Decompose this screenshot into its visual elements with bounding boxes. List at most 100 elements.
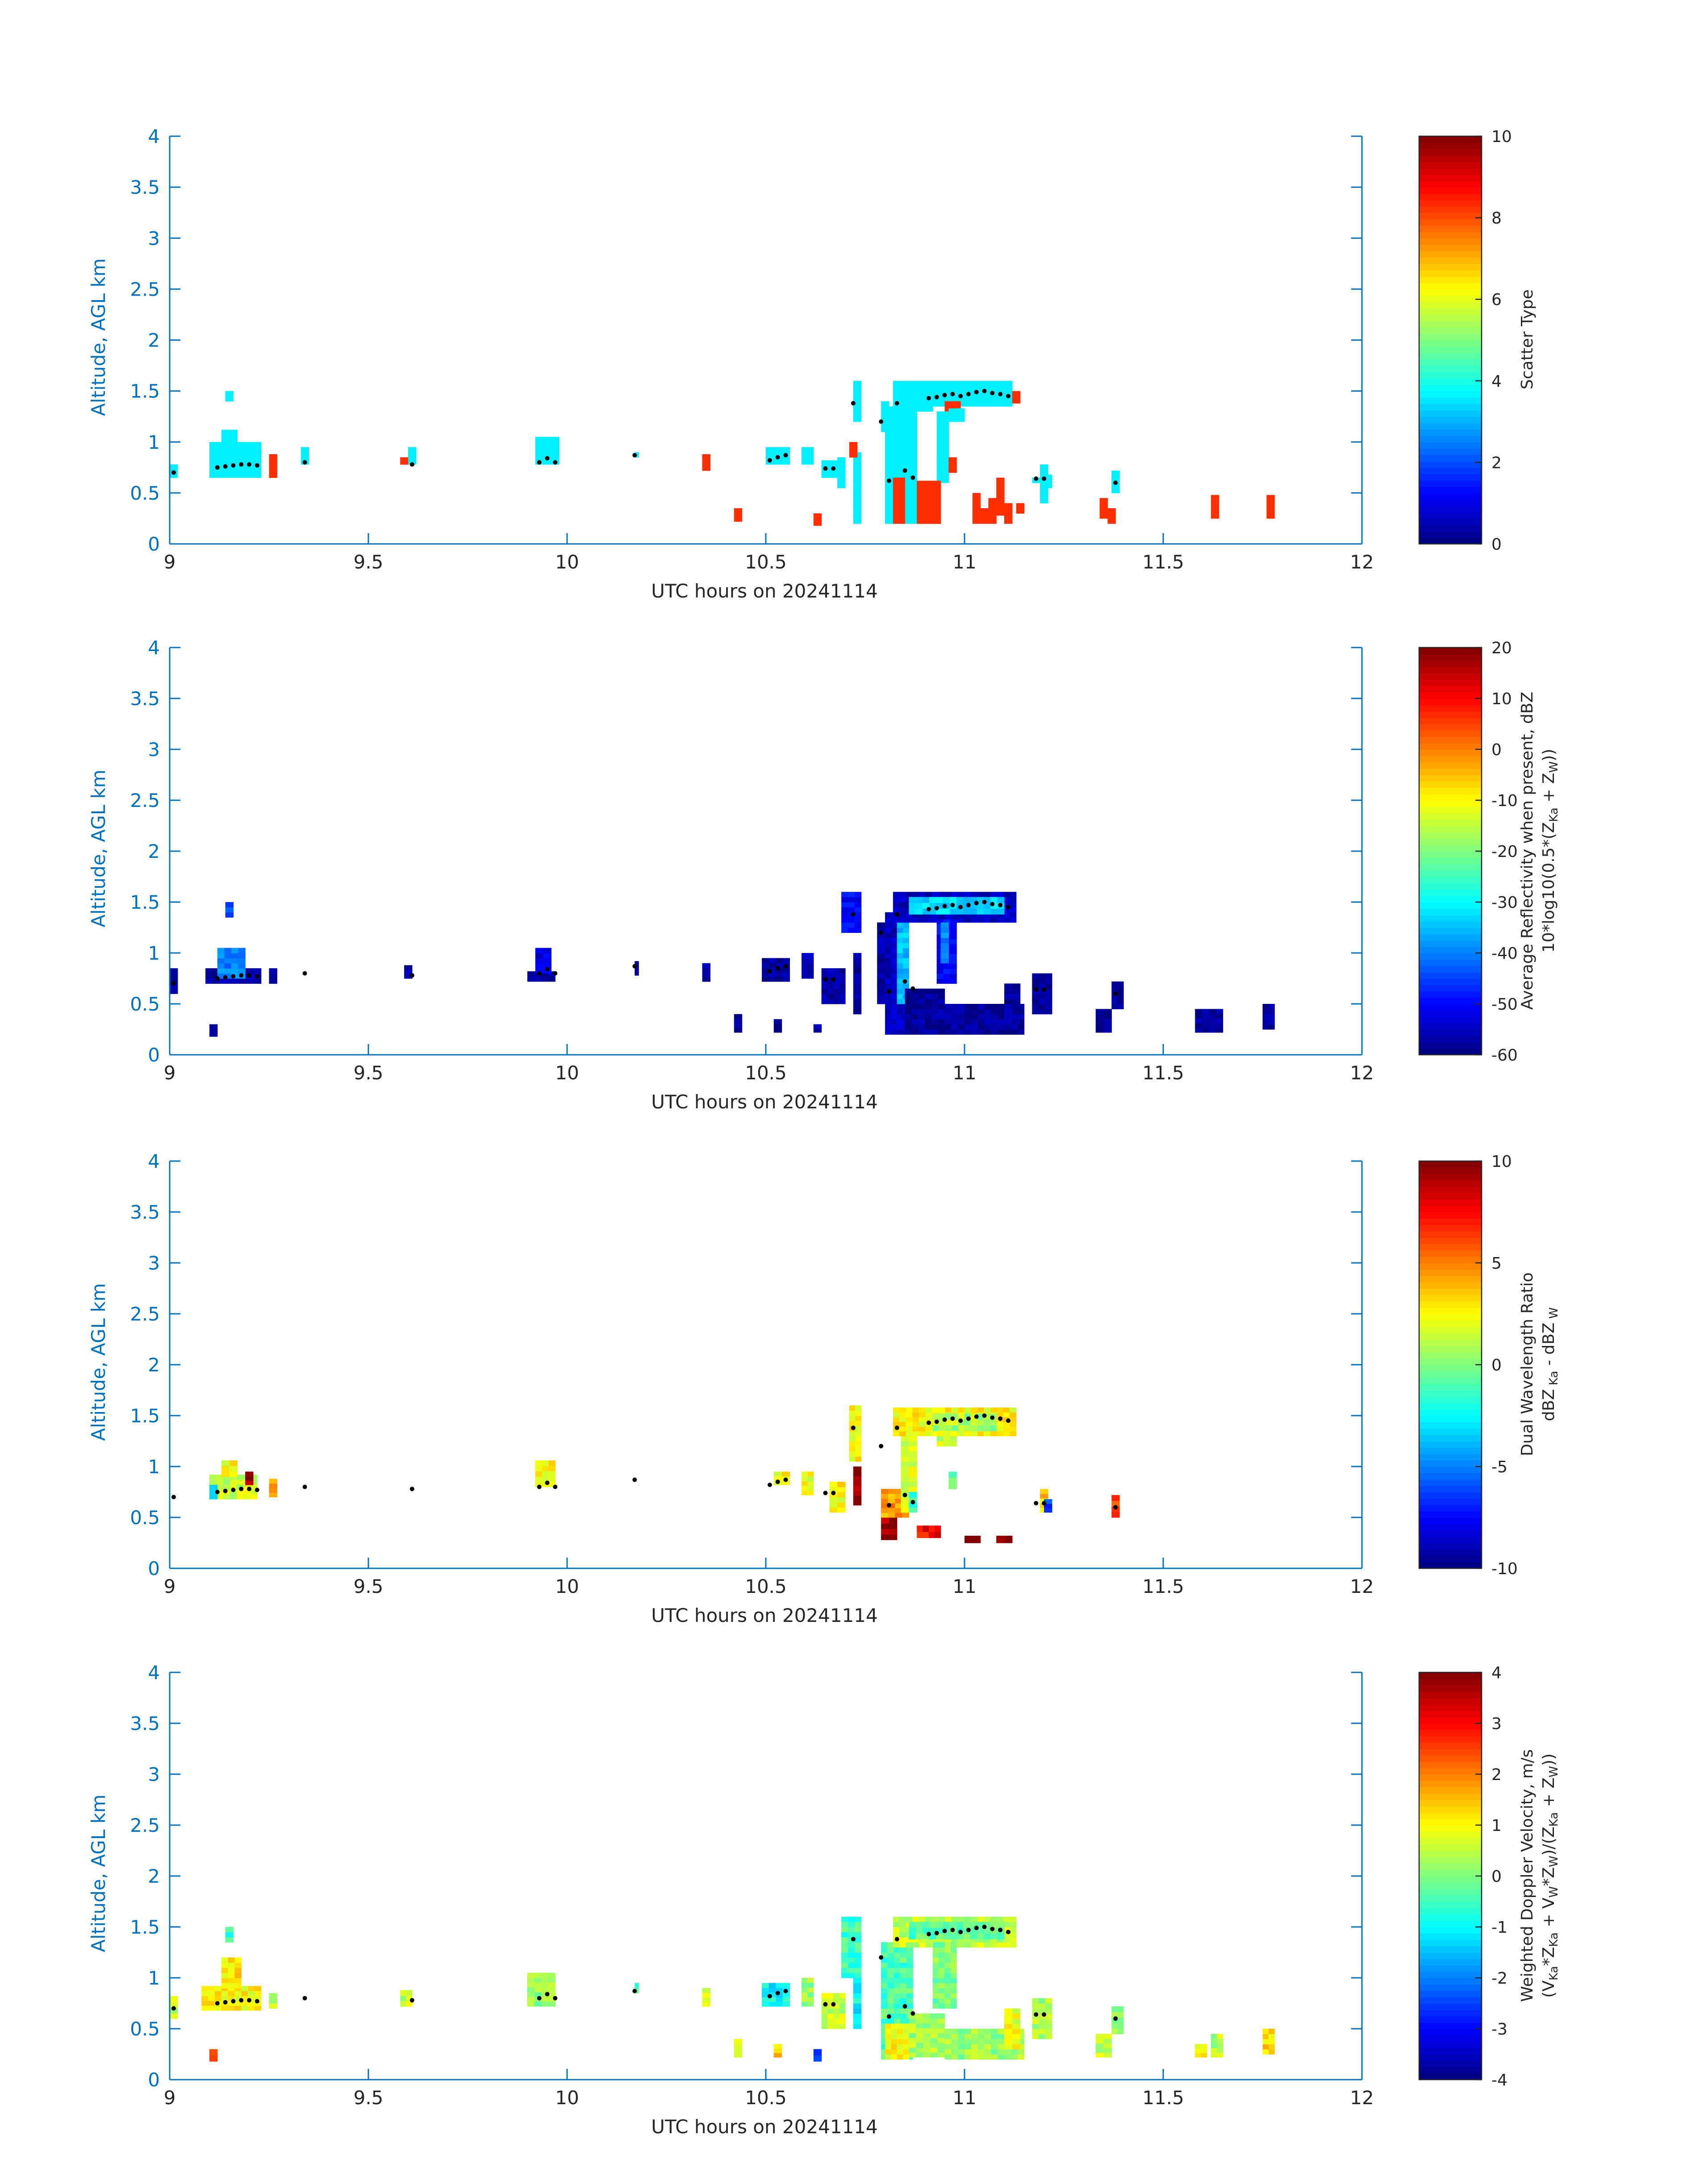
reflectivity-heat-cell bbox=[918, 999, 925, 1004]
reflectivity-heat-cell bbox=[1004, 999, 1013, 1004]
doppler-colorbar-swatch bbox=[1419, 1933, 1482, 1940]
dwr-heat-cell bbox=[1044, 1499, 1052, 1504]
doppler-heat-cell bbox=[1039, 2029, 1046, 2034]
dwr-heat-cell bbox=[895, 1503, 902, 1508]
doppler-heat-cell bbox=[841, 1968, 848, 1973]
reflectivity-heat-cell bbox=[1011, 1024, 1018, 1030]
reflectivity-heat-cell bbox=[919, 892, 926, 898]
doppler-cloud-base-dot bbox=[171, 2006, 176, 2011]
scatter-type-colorbar-swatch bbox=[1419, 251, 1482, 258]
scatter-type-cloud-base-dot bbox=[553, 460, 558, 465]
doppler-heat-cell bbox=[782, 1983, 790, 1988]
doppler-x-tick-label: 11.5 bbox=[1142, 2087, 1184, 2109]
doppler-cloud-base-dot bbox=[231, 1999, 236, 2004]
doppler-heat-cell bbox=[807, 1987, 814, 1993]
doppler-heat-cell bbox=[221, 1986, 229, 1991]
dwr-heat-cell bbox=[243, 1494, 251, 1500]
dwr-colorbar-swatch bbox=[1419, 1416, 1482, 1423]
dwr-heat-cell bbox=[997, 1421, 1004, 1427]
dwr-heat-cell bbox=[925, 1412, 932, 1417]
doppler-colorbar-swatch bbox=[1419, 1800, 1482, 1807]
dwr-heat-cell bbox=[888, 1489, 895, 1494]
scatter-type-colorbar-swatch bbox=[1419, 378, 1482, 385]
doppler-heat-cell bbox=[891, 2039, 898, 2044]
dwr-heat-cell bbox=[917, 1531, 923, 1538]
reflectivity-y-tick-label: 0 bbox=[148, 1044, 160, 1066]
scatter-type-heat-cell bbox=[541, 448, 548, 454]
doppler-heat-cell bbox=[234, 1957, 242, 1963]
reflectivity-heat-cell bbox=[944, 1029, 952, 1035]
reflectivity-heat-cell bbox=[853, 988, 862, 994]
doppler-heat-cell bbox=[906, 1983, 913, 1989]
doppler-heat-cell bbox=[915, 1922, 923, 1928]
dwr-heat-cell bbox=[893, 1412, 900, 1417]
reflectivity-heat-cell bbox=[1004, 983, 1013, 989]
reflectivity-heat-cell bbox=[839, 973, 846, 979]
dwr-heat-cell bbox=[938, 1407, 945, 1412]
doppler-colorbar-swatch bbox=[1419, 1882, 1482, 1889]
reflectivity-heat-cell bbox=[971, 1009, 978, 1015]
doppler-heat-cell bbox=[1004, 2049, 1011, 2055]
doppler-cloud-base-dot bbox=[926, 1932, 931, 1936]
reflectivity-heat-cell bbox=[762, 962, 769, 968]
reflectivity-cloud-base-dot bbox=[223, 975, 228, 980]
scatter-type-heat-cell bbox=[891, 431, 898, 437]
reflectivity-heat-cell bbox=[929, 908, 937, 915]
scatter-type-heat-cell bbox=[906, 391, 913, 397]
doppler-colorbar-swatch bbox=[1419, 1704, 1482, 1711]
doppler-heat-cell bbox=[1195, 2044, 1202, 2049]
doppler-heat-cell bbox=[534, 2002, 542, 2007]
doppler-colorbar-swatch bbox=[1419, 1952, 1482, 1960]
dwr-heat-cell bbox=[899, 1412, 906, 1417]
reflectivity-cloud-base-dot bbox=[1042, 987, 1046, 992]
reflectivity-heat-cell bbox=[905, 1024, 912, 1030]
dwr-heat-cell bbox=[542, 1466, 549, 1471]
doppler-heat-cell bbox=[1211, 2034, 1217, 2039]
doppler-heat-cell bbox=[977, 2044, 985, 2050]
reflectivity-heat-cell bbox=[807, 958, 814, 964]
scatter-type-heat-cell bbox=[904, 437, 911, 443]
scatter-type-heat-cell bbox=[904, 426, 911, 432]
doppler-heat-cell bbox=[854, 1947, 862, 1953]
scatter-type-heat-cell bbox=[913, 391, 920, 397]
reflectivity-heat-cell bbox=[1095, 1013, 1104, 1019]
doppler-cloud-base-dot bbox=[783, 1989, 788, 1993]
dwr-colorbar-swatch bbox=[1419, 1441, 1482, 1448]
reflectivity-colorbar-swatch bbox=[1419, 1029, 1482, 1036]
doppler-colorbar-swatch bbox=[1419, 1742, 1482, 1749]
reflectivity-heat-cell bbox=[853, 983, 862, 989]
reflectivity-heat-cell bbox=[943, 919, 950, 925]
scatter-type-heat-cell bbox=[906, 406, 913, 412]
reflectivity-heat-cell bbox=[768, 967, 776, 973]
doppler-heat-cell bbox=[214, 1986, 222, 1991]
reflectivity-heat-cell bbox=[897, 1014, 903, 1020]
doppler-heat-cell bbox=[930, 2052, 938, 2058]
scatter-type-y-tick-label: 4 bbox=[148, 125, 160, 147]
doppler-heat-cell bbox=[937, 2038, 945, 2043]
dwr-colorbar-formula: dBZ Ka - dBZ W bbox=[1540, 1307, 1561, 1421]
scatter-type-colorbar-swatch bbox=[1419, 206, 1482, 213]
doppler-colorbar-swatch bbox=[1419, 2035, 1482, 2042]
reflectivity-colorbar-swatch bbox=[1419, 781, 1482, 788]
reflectivity-heat-cell bbox=[971, 1004, 978, 1009]
doppler-colorbar-swatch bbox=[1419, 1959, 1482, 1966]
scatter-type-heat-cell bbox=[948, 413, 957, 418]
scatter-type-heat-cell bbox=[547, 442, 554, 448]
doppler-heat-cell bbox=[833, 2013, 840, 2019]
scatter-type-heat-cell bbox=[235, 447, 242, 453]
doppler-heat-cell bbox=[977, 1917, 984, 1922]
dwr-heat-cell bbox=[855, 1446, 862, 1452]
dwr-x-axis-label: UTC hours on 20241114 bbox=[651, 1605, 878, 1626]
doppler-heat-cell bbox=[944, 1952, 951, 1958]
doppler-heat-cell bbox=[932, 1988, 939, 1993]
doppler-heat-cell bbox=[527, 1992, 535, 1997]
doppler-heat-cell bbox=[916, 2047, 923, 2053]
reflectivity-heat-cell bbox=[827, 973, 834, 979]
scatter-type-heat-cell bbox=[923, 518, 929, 524]
dwr-heat-cell bbox=[901, 1497, 909, 1503]
dwr-heat-cell bbox=[881, 1513, 889, 1518]
doppler-heat-cell bbox=[897, 2029, 903, 2034]
reflectivity-heat-cell bbox=[984, 917, 991, 923]
scatter-type-colorbar-swatch bbox=[1419, 193, 1482, 201]
reflectivity-heat-cell bbox=[925, 1029, 932, 1035]
